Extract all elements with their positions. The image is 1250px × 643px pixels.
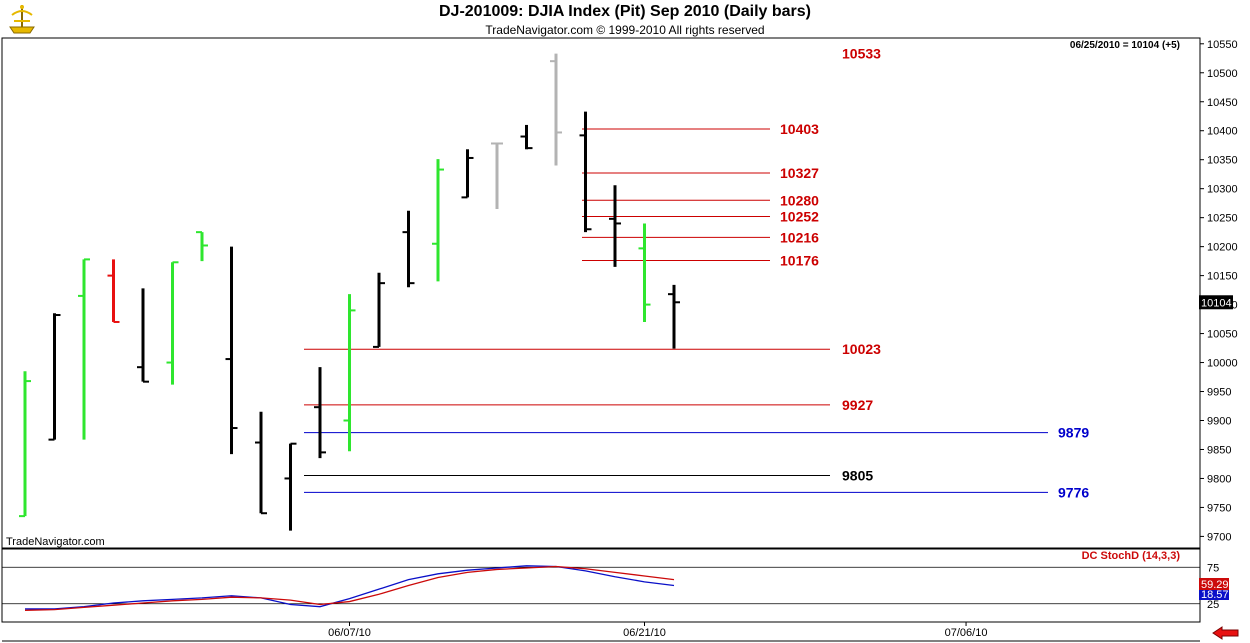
stoch-axis-label-75: 75 xyxy=(1207,562,1219,574)
y-tick-label: 10550 xyxy=(1207,39,1238,51)
y-tick-label: 9800 xyxy=(1207,473,1231,485)
current-price-tag-bg xyxy=(1199,295,1233,310)
y-tick-label: 10350 xyxy=(1207,155,1238,167)
level-label-9776: 9776 xyxy=(1058,484,1089,500)
level-label-10533: 10533 xyxy=(842,46,881,62)
sextant-logo-icon[interactable] xyxy=(4,3,40,37)
y-tick-label: 9750 xyxy=(1207,502,1231,514)
x-tick-label: 06/07/10 xyxy=(328,627,371,639)
chart-title: DJ-201009: DJIA Index (Pit) Sep 2010 (Da… xyxy=(439,3,811,20)
ohlc-bars xyxy=(19,53,680,531)
red-left-arrow-icon[interactable] xyxy=(1212,626,1240,640)
stoch-last-value-text: 59.29 xyxy=(1201,579,1229,591)
y-tick-label: 10400 xyxy=(1207,126,1238,138)
y-tick-label: 10150 xyxy=(1207,271,1238,283)
level-label-9879: 9879 xyxy=(1058,425,1089,441)
watermark-text: TradeNavigator.com xyxy=(6,536,105,548)
level-label-9805: 9805 xyxy=(842,468,873,484)
stoch-axis-label-25: 25 xyxy=(1207,599,1219,611)
copyright-subtitle: TradeNavigator.com © 1999-2010 All right… xyxy=(485,23,765,37)
level-label-10023: 10023 xyxy=(842,341,881,357)
y-tick-label: 10500 xyxy=(1207,68,1238,80)
last-value-label: 06/25/2010 = 10104 (+5) xyxy=(1070,40,1180,51)
y-tick-label: 10250 xyxy=(1207,213,1238,225)
stoch-last-value-text: 18.57 xyxy=(1201,589,1229,601)
current-price-tag-text: 10104 xyxy=(1201,297,1232,309)
y-tick-label: 10300 xyxy=(1207,184,1238,196)
y-tick-label: 10450 xyxy=(1207,97,1238,109)
x-tick-label: 07/06/10 xyxy=(945,627,988,639)
level-label-9927: 9927 xyxy=(842,397,873,413)
y-axis: 9700975098009850990099501000010050101001… xyxy=(1200,39,1238,543)
y-tick-label: 9900 xyxy=(1207,416,1231,428)
y-tick-label: 10050 xyxy=(1207,329,1238,341)
y-tick-label: 9700 xyxy=(1207,531,1231,543)
y-tick-label: 10000 xyxy=(1207,358,1238,370)
y-tick-label: 9950 xyxy=(1207,387,1231,399)
level-label-10327: 10327 xyxy=(780,165,819,181)
stoch-last-value-bg xyxy=(1199,578,1229,590)
level-label-10176: 10176 xyxy=(780,253,819,269)
y-tick-label: 9850 xyxy=(1207,444,1231,456)
x-tick-label: 06/21/10 xyxy=(623,627,666,639)
stochastic-title: DC StochD (14,3,3) xyxy=(1082,550,1181,562)
stochastic-line-blue xyxy=(25,565,675,610)
stochastic-line-red xyxy=(24,565,675,611)
level-label-10280: 10280 xyxy=(780,192,819,208)
price-panel-frame xyxy=(1,37,1201,549)
level-label-10252: 10252 xyxy=(780,209,819,225)
y-tick-label: 10200 xyxy=(1207,242,1238,254)
stoch-last-value-bg xyxy=(1199,588,1229,600)
level-label-10403: 10403 xyxy=(780,121,819,137)
stochastic-panel-frame xyxy=(1,548,1201,623)
level-label-10216: 10216 xyxy=(780,229,819,245)
